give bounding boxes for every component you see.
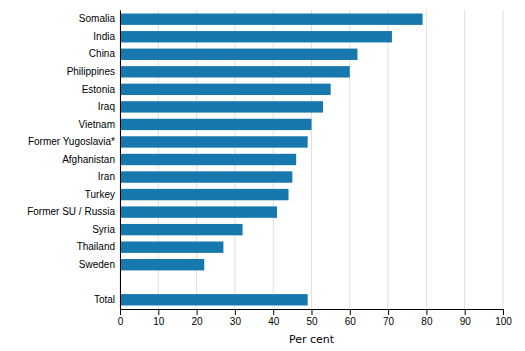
- y-tick: Turkey: [85, 189, 115, 200]
- y-tick: Former SU / Russia: [27, 206, 115, 217]
- bar: [120, 171, 292, 182]
- x-tick-mark: [158, 309, 159, 315]
- grid-line: [464, 10, 465, 309]
- y-tick-label: Vietnam: [78, 119, 115, 130]
- y-tick-label: Afghanistan: [62, 154, 115, 165]
- grid-line: [388, 10, 389, 309]
- bar: [120, 66, 350, 77]
- x-tick-mark: [197, 309, 198, 315]
- y-tick-label: Thailand: [77, 241, 115, 252]
- x-tick: 40: [268, 309, 280, 327]
- x-tick-label: 70: [383, 316, 395, 327]
- bar: [120, 31, 392, 42]
- y-axis: Total Sweden Thailand Syria Former SU / Russ…: [27, 11, 120, 310]
- bar: [120, 84, 331, 95]
- y-tick: Iran: [98, 171, 115, 182]
- y-tick-label: Sweden: [79, 259, 115, 270]
- bar: [120, 189, 289, 200]
- y-tick: Afghanistan: [62, 154, 115, 165]
- grid-line: [120, 10, 121, 309]
- bar: [120, 224, 243, 235]
- y-tick: Sweden: [79, 259, 115, 270]
- grid: [120, 10, 503, 309]
- y-tick-label: Iran: [98, 171, 115, 182]
- bar: [120, 119, 312, 130]
- x-tick-mark: [350, 309, 351, 315]
- y-tick: China: [89, 48, 116, 59]
- x-tick-mark: [388, 309, 389, 315]
- x-tick-label: 30: [230, 316, 242, 327]
- x-tick-mark: [273, 309, 274, 315]
- x-tick-label: 20: [192, 316, 204, 327]
- y-tick: Total: [94, 294, 115, 305]
- x-tick-label: 100: [495, 316, 512, 327]
- x-tick: 90: [460, 309, 472, 327]
- bar: [120, 241, 223, 252]
- x-tick: 20: [192, 309, 204, 327]
- bar: [120, 14, 423, 25]
- x-tick-mark: [426, 309, 427, 315]
- y-tick: Iraq: [98, 101, 115, 112]
- y-axis-line: [120, 11, 121, 310]
- bar: [120, 49, 357, 60]
- x-tick: 60: [345, 309, 357, 327]
- x-tick-mark: [465, 309, 466, 315]
- x-tick: 30: [230, 309, 242, 327]
- y-tick: Former Yugoslavia*: [28, 136, 115, 147]
- x-tick-mark: [503, 309, 504, 315]
- x-tick: 80: [421, 309, 433, 327]
- y-tick: India: [93, 31, 115, 42]
- y-tick-label: Turkey: [85, 189, 115, 200]
- bar: [120, 206, 277, 217]
- bar: [120, 101, 323, 112]
- y-tick: Thailand: [77, 241, 115, 252]
- y-tick: Estonia: [82, 84, 116, 95]
- y-tick-label: Iraq: [98, 101, 115, 112]
- x-tick-label: 80: [421, 316, 433, 327]
- grid-line: [503, 10, 504, 309]
- x-tick-mark: [235, 309, 236, 315]
- y-tick-label: Philippines: [67, 66, 115, 77]
- y-tick-label: Former Yugoslavia*: [28, 136, 115, 147]
- x-tick-mark: [312, 309, 313, 315]
- y-tick-label: Estonia: [82, 84, 116, 95]
- x-tick-label: 90: [460, 316, 472, 327]
- y-tick: Somalia: [79, 13, 116, 24]
- x-tick: 50: [306, 309, 318, 327]
- plot: 0 10 20 30 40 50 60 70 80 90 100 Total Sweden Thailan…: [27, 10, 512, 327]
- x-tick: 0: [118, 309, 124, 327]
- y-tick-label: Total: [94, 294, 115, 305]
- y-tick-label: Syria: [92, 224, 115, 235]
- grid-line: [426, 10, 427, 309]
- x-axis-title: Per cent: [289, 333, 335, 346]
- y-tick-label: China: [89, 48, 116, 59]
- x-tick-label: 40: [268, 316, 280, 327]
- y-tick-label: Former SU / Russia: [27, 206, 115, 217]
- x-tick-label: 10: [153, 316, 165, 327]
- chart: 0 10 20 30 40 50 60 70 80 90 100 Total Sweden Thailan…: [0, 0, 525, 351]
- y-tick-label: Somalia: [79, 13, 116, 24]
- x-tick-label: 60: [345, 316, 357, 327]
- x-tick-mark: [120, 309, 121, 315]
- y-tick: Philippines: [67, 66, 115, 77]
- x-tick: 100: [495, 309, 512, 327]
- bar: [120, 154, 296, 165]
- y-tick-label: India: [93, 31, 115, 42]
- y-tick: Vietnam: [78, 119, 115, 130]
- x-axis-line: [121, 310, 504, 316]
- y-tick: Syria: [92, 224, 115, 235]
- bar: [120, 294, 308, 305]
- bar: [120, 259, 204, 270]
- bars: [120, 14, 423, 306]
- bar: [120, 136, 308, 147]
- x-tick: 70: [383, 309, 395, 327]
- x-tick-label: 0: [118, 316, 124, 327]
- x-tick-label: 50: [306, 316, 318, 327]
- x-tick: 10: [153, 309, 165, 327]
- x-axis: 0 10 20 30 40 50 60 70 80 90 100: [118, 309, 513, 327]
